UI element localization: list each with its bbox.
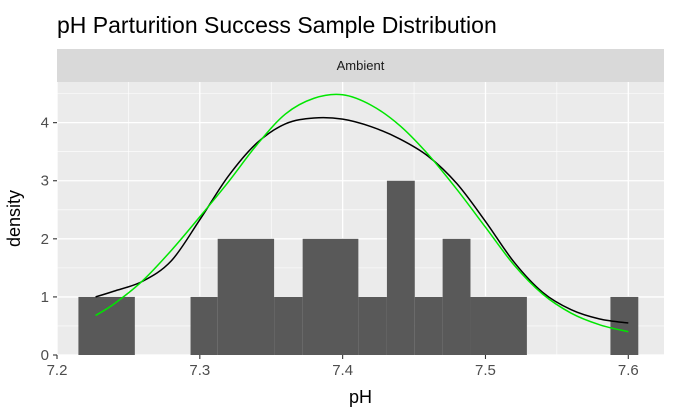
y-tick-label: 4: [41, 115, 49, 132]
y-tick-label: 3: [41, 173, 49, 190]
histogram-bar: [414, 296, 443, 355]
histogram-bars: [78, 180, 639, 355]
x-tick-label: 7.6: [618, 362, 639, 379]
histogram-bar: [78, 296, 135, 355]
histogram-bar: [610, 296, 639, 355]
density-curve: [95, 116, 629, 324]
facet-strip: [57, 49, 664, 82]
histogram-bar: [470, 296, 527, 355]
facet-label: Ambient: [337, 58, 385, 73]
x-axis-title: pH: [349, 387, 372, 407]
y-tick-label: 1: [41, 289, 49, 306]
histogram-bar: [217, 238, 275, 355]
x-tick-label: 7.4: [332, 362, 353, 379]
histogram-bar: [302, 238, 359, 355]
y-axis: 0 1 2 3 4: [41, 115, 57, 364]
y-axis-title: density: [4, 190, 24, 247]
histogram-bar: [442, 238, 471, 355]
x-tick-label: 7.5: [475, 362, 496, 379]
density-curve: [95, 93, 629, 333]
density-curves: [95, 93, 629, 333]
y-tick-label: 2: [41, 231, 49, 248]
x-axis: 7.2 7.3 7.4 7.5 7.6: [47, 355, 639, 379]
histogram-bar: [358, 296, 387, 355]
histogram-bar: [274, 296, 303, 355]
histogram-bar: [386, 180, 415, 355]
y-tick-label: 0: [41, 347, 49, 364]
grid-minor: [57, 82, 664, 355]
chart-title: pH Parturition Success Sample Distributi…: [57, 12, 497, 38]
x-tick-label: 7.3: [189, 362, 210, 379]
histogram-bar: [190, 296, 218, 355]
x-tick-label: 7.2: [47, 362, 68, 379]
